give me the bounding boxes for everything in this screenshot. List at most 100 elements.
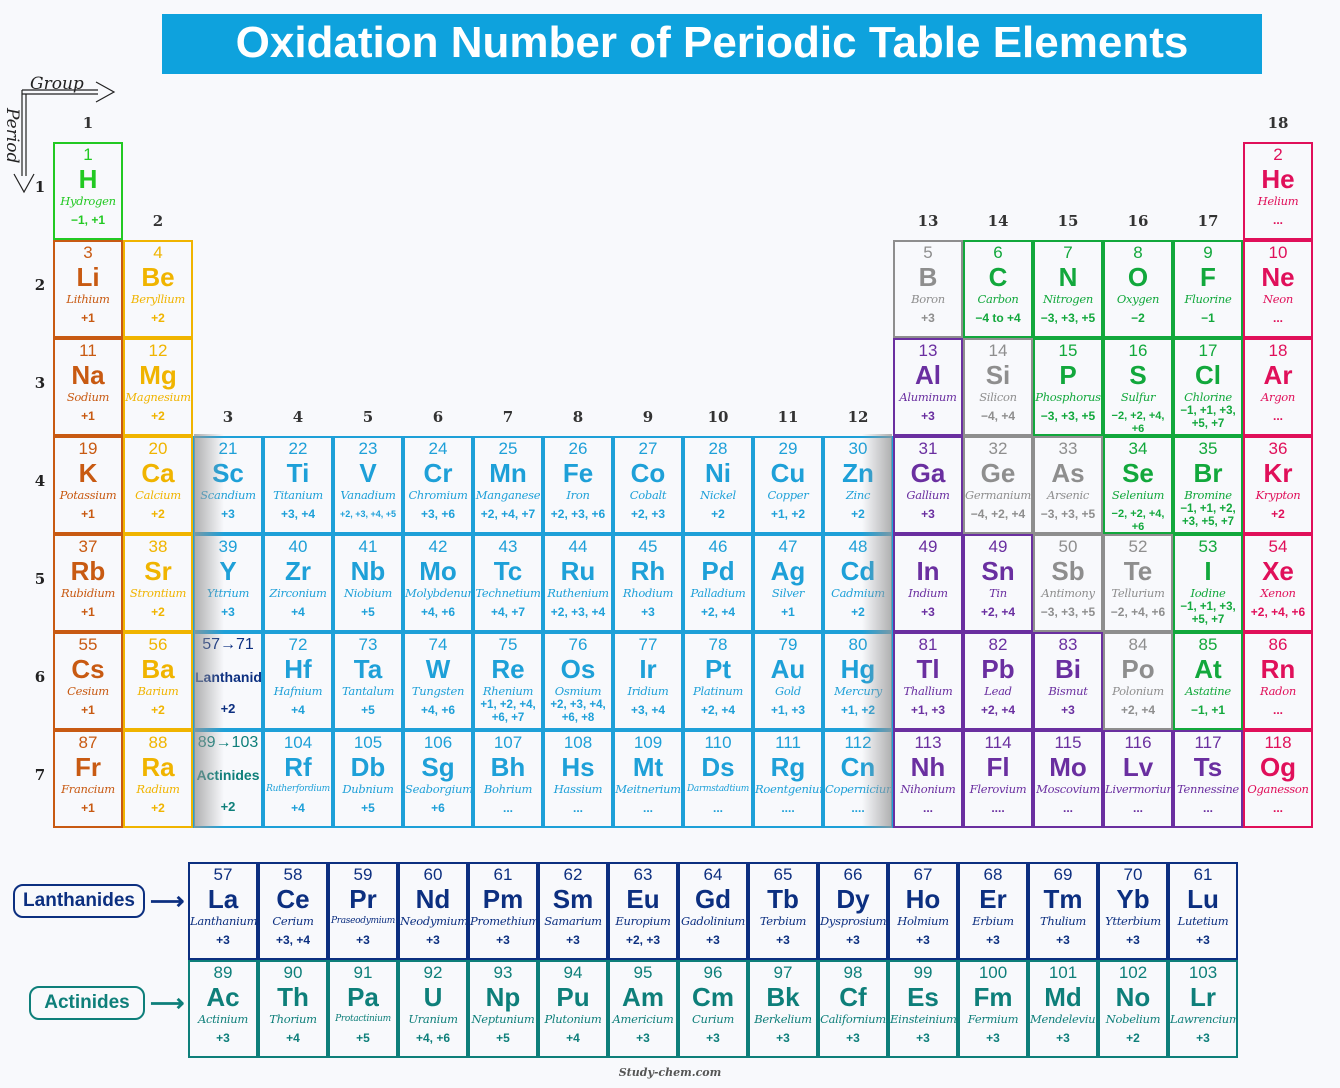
element-cell-b[interactable]: 5 B Boron +3 — [893, 240, 963, 338]
element-cell-mo[interactable]: 115 Mo Moscovium... — [1033, 730, 1103, 828]
element-cell-ni[interactable]: 28 Ni Nickel +2 — [683, 436, 753, 534]
element-cell-lanthanides[interactable]: 57→71 Lanthanides +2 — [193, 632, 263, 730]
element-cell-ac[interactable]: 89 Ac Actinium +3 — [188, 960, 258, 1058]
element-cell-bk[interactable]: 97 Bk Berkelium +3 — [748, 960, 818, 1058]
element-cell-kr[interactable]: 36 Kr Krypton +2 — [1243, 436, 1313, 534]
element-cell-mt[interactable]: 109 Mt Meitnerium... — [613, 730, 683, 828]
element-cell-cm[interactable]: 96 Cm Curium +3 — [678, 960, 748, 1058]
element-cell-at[interactable]: 85 At Astatine −1, +1 — [1173, 632, 1243, 730]
element-cell-cn[interactable]: 112 Cn Copernicium.... — [823, 730, 893, 828]
element-cell-al[interactable]: 13 Al Aluminum +3 — [893, 338, 963, 436]
element-cell-ho[interactable]: 67 Ho Holmium +3 — [888, 862, 958, 960]
element-cell-te[interactable]: 52 Te Tellurium −2, +4, +6 — [1103, 534, 1173, 632]
element-cell-sb[interactable]: 50 Sb Antimony −3, +3, +5 — [1033, 534, 1103, 632]
element-cell-ca[interactable]: 20 Ca Calcium +2 — [123, 436, 193, 534]
element-cell-nb[interactable]: 41 Nb Niobium +5 — [333, 534, 403, 632]
element-cell-cs[interactable]: 55 Cs Cesium +1 — [53, 632, 123, 730]
element-cell-co[interactable]: 27 Co Cobalt +2, +3 — [613, 436, 683, 534]
element-cell-f[interactable]: 9 F Fluorine −1 — [1173, 240, 1243, 338]
element-cell-au[interactable]: 79 Au Gold +1, +3 — [753, 632, 823, 730]
element-cell-er[interactable]: 68 Er Erbium +3 — [958, 862, 1028, 960]
element-cell-tb[interactable]: 65 Tb Terbium +3 — [748, 862, 818, 960]
element-cell-cu[interactable]: 29 Cu Copper +1, +2 — [753, 436, 823, 534]
element-cell-n[interactable]: 7 N Nitrogen −3, +3, +5 — [1033, 240, 1103, 338]
element-cell-pr[interactable]: 59 Pr Praseodymium +3 — [328, 862, 398, 960]
element-cell-ra[interactable]: 88 Ra Radium +2 — [123, 730, 193, 828]
element-cell-tc[interactable]: 43 Tc Technetium +4, +7 — [473, 534, 543, 632]
element-cell-re[interactable]: 75 Re Rhenium +1, +2, +4, +6, +7 — [473, 632, 543, 730]
element-cell-bh[interactable]: 107 Bh Bohrium... — [473, 730, 543, 828]
element-cell-i[interactable]: 53 I Iodine −1, +1, +3, +5, +7 — [1173, 534, 1243, 632]
element-cell-gd[interactable]: 64 Gd Gadolinium +3 — [678, 862, 748, 960]
element-cell-mg[interactable]: 12 Mg Magnesium +2 — [123, 338, 193, 436]
element-cell-th[interactable]: 90 Th Thorium +4 — [258, 960, 328, 1058]
element-cell-li[interactable]: 3 Li Lithium +1 — [53, 240, 123, 338]
element-cell-tm[interactable]: 69 Tm Thulium +3 — [1028, 862, 1098, 960]
element-cell-lu[interactable]: 61 Lu Lutetium +3 — [1168, 862, 1238, 960]
element-cell-rg[interactable]: 111 Rg Roentgenium.... — [753, 730, 823, 828]
element-cell-lv[interactable]: 116 Lv Livermorium... — [1103, 730, 1173, 828]
element-cell-actinides[interactable]: 89→103 Actinides +2 — [193, 730, 263, 828]
element-cell-br[interactable]: 35 Br Bromine −1, +1, +2, +3, +5, +7 — [1173, 436, 1243, 534]
element-cell-db[interactable]: 105 Db Dubnium +5 — [333, 730, 403, 828]
element-cell-dy[interactable]: 66 Dy Dysprosium +3 — [818, 862, 888, 960]
element-cell-as[interactable]: 33 As Arsenic −3, +3, +5 — [1033, 436, 1103, 534]
element-cell-w[interactable]: 74 W Tungsten +4, +6 — [403, 632, 473, 730]
element-cell-ar[interactable]: 18 Ar Argon... — [1243, 338, 1313, 436]
element-cell-la[interactable]: 57 La Lanthanium +3 — [188, 862, 258, 960]
element-cell-fr[interactable]: 87 Fr Francium +1 — [53, 730, 123, 828]
element-cell-be[interactable]: 4 Be Beryllium +2 — [123, 240, 193, 338]
element-cell-tl[interactable]: 81 Tl Thallium +1, +3 — [893, 632, 963, 730]
element-cell-pt[interactable]: 78 Pt Platinum +2, +4 — [683, 632, 753, 730]
element-cell-cf[interactable]: 98 Cf Californium +3 — [818, 960, 888, 1058]
element-cell-nd[interactable]: 60 Nd Neodymium +3 — [398, 862, 468, 960]
element-cell-ts[interactable]: 117 Ts Tennessine... — [1173, 730, 1243, 828]
element-cell-hf[interactable]: 72 Hf Hafnium +4 — [263, 632, 333, 730]
element-cell-y[interactable]: 39 Y Yttrium +3 — [193, 534, 263, 632]
element-cell-u[interactable]: 92 U Uranium +4, +6 — [398, 960, 468, 1058]
element-cell-in[interactable]: 49 In Indium +3 — [893, 534, 963, 632]
element-cell-fe[interactable]: 26 Fe Iron +2, +3, +6 — [543, 436, 613, 534]
element-cell-pu[interactable]: 94 Pu Plutonium +4 — [538, 960, 608, 1058]
element-cell-xe[interactable]: 54 Xe Xenon +2, +4, +6 — [1243, 534, 1313, 632]
element-cell-cr[interactable]: 24 Cr Chromium +3, +6 — [403, 436, 473, 534]
element-cell-c[interactable]: 6 C Carbon −4 to +4 — [963, 240, 1033, 338]
element-cell-p[interactable]: 15 P Phosphorus −3, +3, +5 — [1033, 338, 1103, 436]
element-cell-np[interactable]: 93 Np Neptunium +5 — [468, 960, 538, 1058]
element-cell-ti[interactable]: 22 Ti Titanium +3, +4 — [263, 436, 333, 534]
element-cell-nh[interactable]: 113 Nh Nihonium... — [893, 730, 963, 828]
element-cell-po[interactable]: 84 Po Polonium +2, +4 — [1103, 632, 1173, 730]
element-cell-mn[interactable]: 25 Mn Manganese +2, +4, +7 — [473, 436, 543, 534]
element-cell-rb[interactable]: 37 Rb Rubidium +1 — [53, 534, 123, 632]
element-cell-es[interactable]: 99 Es Einsteinium +3 — [888, 960, 958, 1058]
element-cell-h[interactable]: 1 H Hydrogen −1, +1 — [53, 142, 123, 240]
element-cell-pa[interactable]: 91 Pa Protactinium +5 — [328, 960, 398, 1058]
element-cell-cd[interactable]: 48 Cd Cadmium +2 — [823, 534, 893, 632]
element-cell-he[interactable]: 2 He Helium... — [1243, 142, 1313, 240]
element-cell-na[interactable]: 11 Na Sodium +1 — [53, 338, 123, 436]
element-cell-pd[interactable]: 46 Pd Palladium +2, +4 — [683, 534, 753, 632]
element-cell-sn[interactable]: 49 Sn Tin +2, +4 — [963, 534, 1033, 632]
element-cell-hs[interactable]: 108 Hs Hassium... — [543, 730, 613, 828]
element-cell-lr[interactable]: 103 Lr Lawrencium +3 — [1168, 960, 1238, 1058]
element-cell-fm[interactable]: 100 Fm Fermium +3 — [958, 960, 1028, 1058]
element-cell-si[interactable]: 14 Si Silicon −4, +4 — [963, 338, 1033, 436]
element-cell-rf[interactable]: 104 Rf Rutherfordium +4 — [263, 730, 333, 828]
element-cell-pb[interactable]: 82 Pb Lead +2, +4 — [963, 632, 1033, 730]
element-cell-s[interactable]: 16 S Sulfur −2, +2, +4, +6 — [1103, 338, 1173, 436]
element-cell-v[interactable]: 23 V Vanadium +2, +3, +4, +5 — [333, 436, 403, 534]
element-cell-eu[interactable]: 63 Eu Europium +2, +3 — [608, 862, 678, 960]
element-cell-ge[interactable]: 32 Ge Germanium −4, +2, +4 — [963, 436, 1033, 534]
element-cell-sc[interactable]: 21 Sc Scandium +3 — [193, 436, 263, 534]
element-cell-mo[interactable]: 42 Mo Molybdenum +4, +6 — [403, 534, 473, 632]
element-cell-ru[interactable]: 44 Ru Ruthenium +2, +3, +4 — [543, 534, 613, 632]
element-cell-yb[interactable]: 70 Yb Ytterbium +3 — [1098, 862, 1168, 960]
element-cell-zn[interactable]: 30 Zn Zinc +2 — [823, 436, 893, 534]
element-cell-sm[interactable]: 62 Sm Samarium +3 — [538, 862, 608, 960]
element-cell-sr[interactable]: 38 Sr Strontium +2 — [123, 534, 193, 632]
element-cell-sg[interactable]: 106 Sg Seaborgium +6 — [403, 730, 473, 828]
element-cell-os[interactable]: 76 Os Osmium +2, +3, +4, +6, +8 — [543, 632, 613, 730]
element-cell-cl[interactable]: 17 Cl Chlorine −1, +1, +3, +5, +7 — [1173, 338, 1243, 436]
element-cell-ag[interactable]: 47 Ag Silver +1 — [753, 534, 823, 632]
element-cell-ir[interactable]: 77 Ir Iridium +3, +4 — [613, 632, 683, 730]
